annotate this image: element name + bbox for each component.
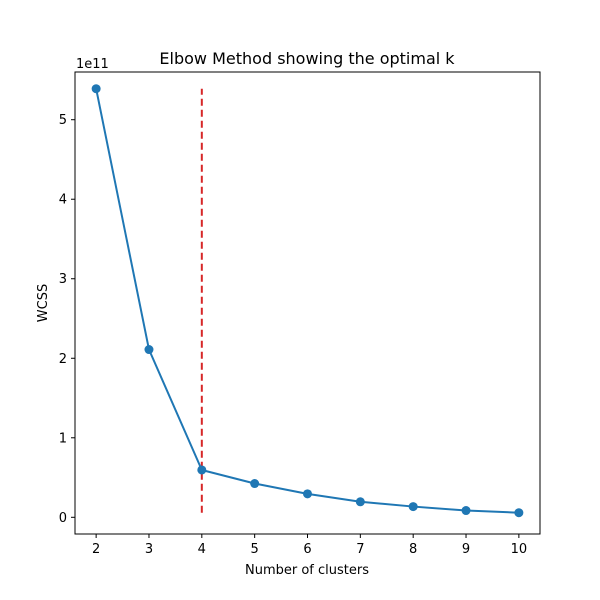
data-point-k9 bbox=[461, 506, 471, 516]
data-point-k3 bbox=[144, 345, 154, 355]
data-point-k4 bbox=[197, 465, 207, 475]
data-point-k7 bbox=[355, 497, 365, 507]
x-tick-label: 8 bbox=[409, 542, 417, 557]
x-axis-label: Number of clusters bbox=[245, 563, 369, 578]
plot-area: 2 3 4 5 6 7 8 9 10 0 1 2 3 4 5 bbox=[59, 71, 541, 557]
x-tick-label: 4 bbox=[198, 542, 206, 557]
y-tick-label: 1 bbox=[59, 431, 67, 446]
y-tick-label: 3 bbox=[59, 272, 67, 287]
chart-title: Elbow Method showing the optimal k bbox=[159, 49, 455, 68]
x-tick-label: 2 bbox=[92, 542, 100, 557]
x-tick-label: 10 bbox=[511, 542, 528, 557]
data-point-k10 bbox=[514, 508, 524, 518]
data-point-k2 bbox=[91, 84, 101, 94]
y-axis-offset-label: 1e11 bbox=[76, 57, 109, 72]
data-point-k6 bbox=[303, 489, 312, 499]
data-point-k8 bbox=[408, 502, 418, 512]
y-axis-label: WCSS bbox=[36, 284, 51, 322]
x-tick-label: 7 bbox=[356, 542, 364, 557]
y-tick-label: 2 bbox=[59, 352, 67, 367]
y-tick-label: 4 bbox=[59, 193, 67, 208]
data-point-k5 bbox=[250, 479, 260, 489]
y-tick-label: 5 bbox=[59, 113, 67, 128]
x-tick-label: 5 bbox=[251, 542, 259, 557]
x-tick-label: 6 bbox=[303, 542, 311, 557]
x-tick-label: 9 bbox=[462, 542, 470, 557]
x-tick-label: 3 bbox=[145, 542, 153, 557]
y-tick-label: 0 bbox=[59, 511, 67, 526]
